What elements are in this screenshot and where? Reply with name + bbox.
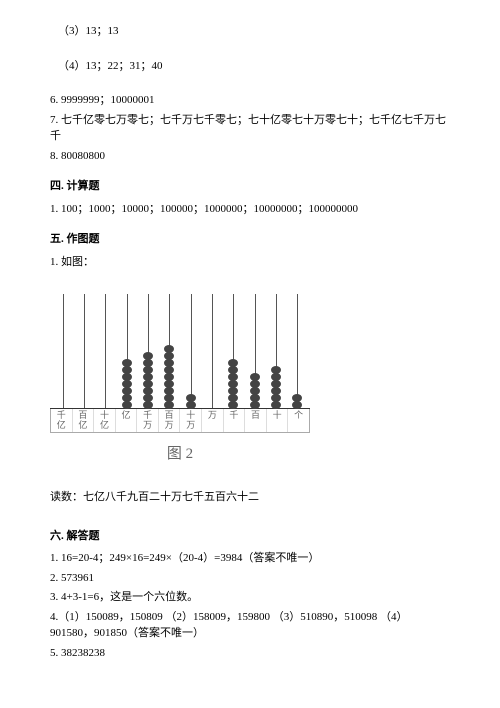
abacus-rod (287, 288, 308, 408)
abacus-rod (201, 288, 222, 408)
abacus-rod (95, 288, 116, 408)
abacus-bead (271, 401, 281, 409)
section-6-line-5: 5. 38238238 (50, 645, 450, 662)
section-4-line-1: 1. 100；1000；10000；100000；1000000；1000000… (50, 201, 450, 218)
abacus-bead (250, 401, 260, 409)
abacus-rod (180, 288, 201, 408)
abacus-rod (159, 288, 180, 408)
abacus-bead (228, 401, 238, 409)
answer-8: 8. 80080800 (50, 148, 450, 165)
section-6-line-2: 2. 573961 (50, 570, 450, 587)
section-5-line-1: 1. 如图： (50, 254, 450, 271)
abacus-place-label: 百万 (159, 409, 181, 432)
abacus-place-label: 亿 (116, 409, 138, 432)
abacus-bead (122, 401, 132, 409)
abacus-rods (50, 288, 310, 409)
abacus-bead (186, 401, 196, 409)
abacus-bead (143, 401, 153, 409)
abacus-place-label: 个 (288, 409, 309, 432)
abacus-rod (116, 288, 137, 408)
abacus-place-label: 十万 (180, 409, 202, 432)
abacus-place-label: 千 (224, 409, 246, 432)
answer-3: （3）13；13 (50, 23, 450, 40)
abacus-figure: 千亿百亿十亿亿千万百万十万万千百十个 (50, 288, 310, 433)
section-4-title: 四. 计算题 (50, 178, 450, 195)
section-6-line-4: 4.（1）150089，150809 （2）158009，159800 （3）5… (50, 609, 450, 642)
section-6-line-3: 3. 4+3-1=6，这是一个六位数。 (50, 589, 450, 606)
abacus-rod (52, 288, 73, 408)
figure-caption: 图 2 (50, 443, 310, 466)
abacus-place-label: 十 (267, 409, 289, 432)
answer-4: （4）13；22；31；40 (50, 58, 450, 75)
abacus-place-label: 十亿 (94, 409, 116, 432)
abacus-rod (244, 288, 265, 408)
abacus-rod (265, 288, 286, 408)
abacus-rod (223, 288, 244, 408)
section-6-title: 六. 解答题 (50, 528, 450, 545)
abacus-place-label: 百亿 (73, 409, 95, 432)
section-5-title: 五. 作图题 (50, 231, 450, 248)
document-page: （3）13；13 （4）13；22；31；40 6. 9999999；10000… (0, 0, 500, 684)
abacus-labels: 千亿百亿十亿亿千万百万十万万千百十个 (50, 409, 310, 433)
answer-6: 6. 9999999；10000001 (50, 92, 450, 109)
abacus-rod (137, 288, 158, 408)
abacus-rod (73, 288, 94, 408)
abacus-bead (164, 401, 174, 409)
abacus-place-label: 百 (245, 409, 267, 432)
abacus-place-label: 千亿 (51, 409, 73, 432)
answer-7: 7. 七千亿零七万零七；七千万七千零七；七十亿零七十万零七十；七千亿七千万七千 (50, 112, 450, 145)
abacus-place-label: 万 (202, 409, 224, 432)
abacus-bead (292, 401, 302, 409)
abacus-place-label: 千万 (137, 409, 159, 432)
reading-line: 读数：七亿八千九百二十万七千五百六十二 (50, 489, 450, 506)
section-6-line-1: 1. 16=20-4；249×16=249×（20-4）=3984（答案不唯一） (50, 550, 450, 567)
